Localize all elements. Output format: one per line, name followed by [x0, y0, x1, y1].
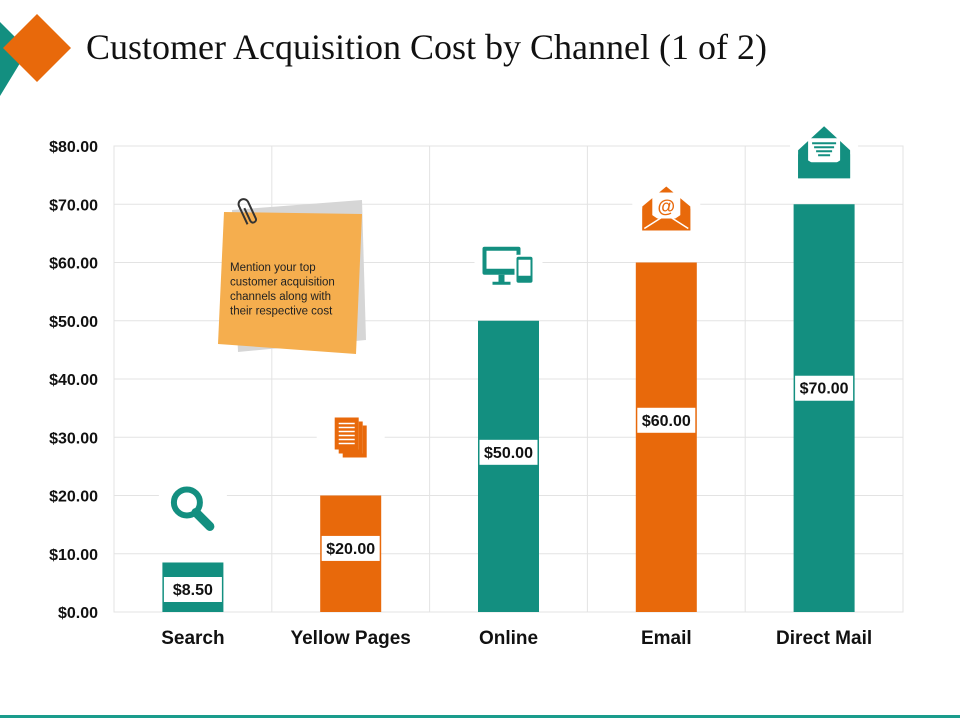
y-tick-label: $70.00: [49, 197, 98, 214]
email-at-icon: @: [632, 176, 701, 245]
x-tick-label: Search: [161, 628, 224, 649]
magnifier-icon: [158, 476, 227, 545]
x-tick-label: Online: [479, 628, 538, 649]
note-text-line: customer acquisition: [230, 277, 335, 289]
bar: [478, 320, 539, 612]
paperclip-icon: [237, 198, 257, 225]
y-tick-label: $10.00: [49, 547, 98, 564]
note-text-line: channels along with: [230, 291, 331, 303]
data-label: $60.00: [642, 413, 691, 430]
note-text-line: Mention your top: [230, 262, 316, 274]
data-label: $50.00: [484, 445, 533, 462]
data-label-background: [163, 577, 222, 602]
x-tick-label: Direct Mail: [776, 628, 872, 649]
corner-diamond-decoration: [0, 14, 71, 96]
data-label-background: [321, 535, 380, 561]
x-tick-label: Yellow Pages: [290, 628, 410, 649]
data-label: $70.00: [800, 381, 849, 398]
bar: [793, 204, 855, 612]
data-label: $20.00: [326, 541, 375, 558]
page-title: Customer Acquisition Cost by Channel (1 …: [86, 27, 767, 67]
data-label-background: [795, 375, 854, 401]
x-tick-label: Email: [641, 628, 692, 649]
footer-divider: [0, 715, 960, 718]
bar: [635, 262, 697, 612]
data-label-background: [479, 439, 538, 465]
svg-text:@: @: [658, 197, 676, 217]
devices-icon: [474, 234, 543, 303]
y-tick-label: $80.00: [49, 139, 98, 156]
data-label-background: [637, 407, 696, 433]
y-tick-label: $40.00: [49, 372, 98, 389]
y-tick-label: $60.00: [49, 256, 98, 273]
y-tick-label: $30.00: [49, 430, 98, 447]
mail-envelope-icon: [790, 118, 859, 187]
data-label: $8.50: [173, 582, 213, 599]
y-tick-label: $50.00: [49, 314, 98, 331]
y-tick-label: $0.00: [58, 605, 98, 622]
documents-icon: [316, 409, 385, 478]
sticky-note: Mention your top customer acquisition chan…: [218, 198, 366, 354]
note-text-line: their respective cost: [230, 306, 333, 318]
y-tick-label: $20.00: [49, 489, 98, 506]
